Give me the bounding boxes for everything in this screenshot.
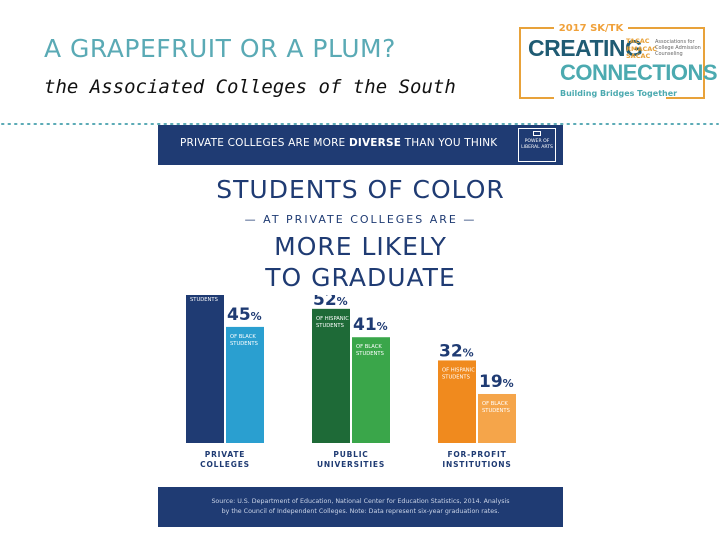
value-suffix: % (503, 377, 514, 390)
banner-text-pre: PRIVATE COLLEGES ARE MORE (180, 137, 349, 149)
source-footer: Source: U.S. Department of Education, Na… (158, 487, 563, 527)
logo-org: TACAC (626, 37, 650, 45)
value-label: 45% (227, 305, 262, 325)
banner-text-bold: DIVERSE (348, 137, 402, 149)
series-label: STUDENTS (230, 341, 258, 347)
value-suffix: % (377, 320, 388, 333)
series-label: STUDENTS (356, 351, 384, 357)
headline-students-of-color: STUDENTS OF COLOR (216, 175, 505, 204)
slide-title: A GRAPEFRUIT OR A PLUM? (44, 34, 396, 63)
logo-tagline: Building Bridges Together (560, 89, 678, 98)
dotted-divider (1, 123, 719, 125)
bar (186, 295, 224, 443)
value-label: 52% (313, 295, 348, 310)
infographic: PRIVATE COLLEGES ARE MORE DIVERSE THAN Y… (158, 125, 563, 527)
bar (478, 393, 516, 443)
banner-text-post: THAN YOU THINK (401, 137, 498, 149)
series-label: STUDENTS (190, 297, 218, 303)
logo-org-description: Associations for College Admission Couns… (655, 39, 701, 57)
series-label: OF BLACK (356, 344, 382, 350)
category-label: FOR-PROFIT (447, 450, 506, 459)
series-label: OF HISPANIC (442, 367, 475, 373)
value-suffix: % (463, 346, 474, 359)
headline-at-private-colleges: — AT PRIVATE COLLEGES ARE — (244, 213, 477, 226)
category-label: INSTITUTIONS (442, 460, 511, 469)
source-line: by the Council of Independent Colleges. … (221, 508, 500, 515)
logo-frame (519, 27, 705, 99)
value-label: 32% (439, 341, 474, 361)
series-label: OF BLACK (482, 401, 508, 407)
logo-orgs: TACAC RMACAC SACAC (626, 37, 658, 61)
bar (312, 308, 350, 443)
source-line: Source: U.S. Department of Education, Na… (211, 498, 510, 505)
bar (438, 360, 476, 443)
category-label: COLLEGES (200, 460, 250, 469)
banner-text: PRIVATE COLLEGES ARE MORE DIVERSE THAN Y… (180, 137, 497, 149)
bar (352, 337, 390, 443)
badge-text: POWER OF LIBERAL ARTS (521, 139, 553, 150)
graduation-rate-chart: 62%OF HISPANICSTUDENTS45%OF BLACKSTUDENT… (186, 295, 516, 469)
headline-more-likely: MORE LIKELY TO GRADUATE (158, 231, 563, 293)
graduation-cap-icon (533, 131, 541, 136)
bar (226, 326, 264, 443)
liberal-arts-badge: POWER OF LIBERAL ARTS (518, 128, 556, 162)
value-suffix: % (337, 295, 348, 308)
logo-word-connections: CONNECTIONS (560, 60, 718, 85)
logo-year: 2017 SK/TK (558, 23, 624, 34)
value-label: 19% (479, 372, 514, 392)
infographic-banner: PRIVATE COLLEGES ARE MORE DIVERSE THAN Y… (158, 125, 563, 165)
category-label: PUBLIC (333, 450, 368, 459)
headline-line: MORE LIKELY (274, 232, 447, 261)
value-suffix: % (251, 310, 262, 323)
category-label: PRIVATE (205, 450, 245, 459)
category-label: UNIVERSITIES (317, 460, 385, 469)
series-label: OF BLACK (230, 334, 256, 340)
logo-word-creating: CREATING (528, 35, 643, 61)
logo-org: SACAC (626, 52, 651, 60)
series-label: STUDENTS (482, 408, 510, 414)
conference-logo: 2017 SK/TK CREATING CONNECTIONS TACAC RM… (514, 18, 718, 104)
series-label: STUDENTS (316, 323, 344, 329)
slide-subtitle: the Associated Colleges of the South (44, 76, 456, 98)
series-label: OF HISPANIC (190, 295, 223, 296)
logo-org: RMACAC (626, 44, 658, 53)
headline-line: TO GRADUATE (265, 263, 456, 292)
series-label: OF HISPANIC (316, 316, 349, 322)
series-label: STUDENTS (442, 374, 470, 380)
value-label: 41% (353, 315, 388, 335)
